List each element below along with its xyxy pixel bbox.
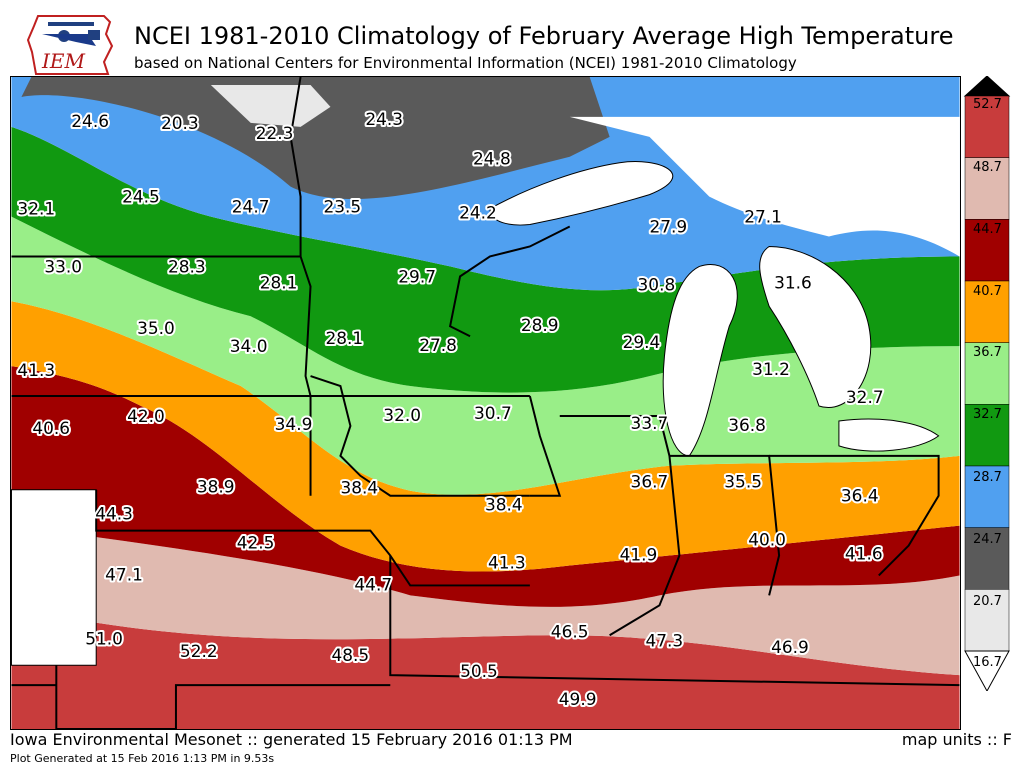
- value-label: 31.2: [752, 359, 790, 379]
- map-title: NCEI 1981-2010 Climatology of February A…: [134, 22, 954, 50]
- colorbar-label-24-7: 24.7: [973, 532, 1002, 547]
- colorbar-segment: [964, 465, 1010, 528]
- colorbar-segment: [964, 95, 1010, 158]
- colorbar-label-32-7: 32.7: [973, 407, 1002, 422]
- value-label: 38.4: [485, 495, 523, 515]
- lake-erie: [838, 418, 940, 452]
- value-label: 47.3: [646, 630, 684, 650]
- value-label: 46.5: [551, 621, 589, 641]
- value-label: 33.0: [44, 256, 82, 276]
- value-label: 29.7: [398, 266, 436, 286]
- value-labels: 24.6 20.3 22.3 24.3 24.8 32.1 24.5 24.7 …: [15, 107, 885, 711]
- value-label: 41.9: [620, 545, 658, 565]
- map-subtitle: based on National Centers for Environmen…: [134, 54, 797, 72]
- value-label: 28.1: [325, 328, 363, 348]
- value-label: 27.9: [649, 217, 687, 237]
- band-20-24: [21, 77, 610, 200]
- plot-note: Plot Generated at 15 Feb 2016 1:13 PM in…: [10, 752, 275, 765]
- colorbar: 52.7 48.7 44.7 40.7 36.7 32.7 28.7 24.7 …: [963, 76, 1011, 691]
- colorbar-label-36-7: 36.7: [973, 345, 1002, 360]
- value-label: 36.4: [841, 486, 879, 506]
- colorbar-segment: [964, 404, 1010, 467]
- value-label: 27.8: [419, 335, 457, 355]
- band-48-52: [11, 605, 960, 729]
- value-label: 32.0: [383, 405, 421, 425]
- value-label: 20.3: [161, 113, 199, 133]
- value-label: 24.6: [71, 111, 109, 131]
- value-label: 32.7: [846, 387, 884, 407]
- value-label: 40.6: [32, 418, 70, 438]
- temperature-map: 24.6 20.3 22.3 24.3 24.8 32.1 24.5 24.7 …: [10, 76, 961, 730]
- colorbar-label-20-7: 20.7: [973, 594, 1002, 609]
- value-label: 44.7: [354, 574, 392, 594]
- colorbar-segment: [964, 280, 1010, 343]
- colorbar-segment: [964, 219, 1010, 282]
- colorbar-segment: [964, 589, 1010, 652]
- value-label: 36.8: [728, 415, 766, 435]
- value-label: 22.3: [256, 123, 294, 143]
- value-label: 50.5: [460, 661, 498, 681]
- footer-generated: Iowa Environmental Mesonet :: generated …: [10, 730, 573, 749]
- value-label: 35.5: [724, 472, 762, 492]
- band-44-48: [11, 525, 960, 676]
- value-label: 40.0: [748, 530, 786, 550]
- value-label: 42.0: [127, 406, 165, 426]
- value-label: 32.1: [17, 199, 55, 219]
- value-label: 52.2: [180, 641, 218, 661]
- band-16-20: [210, 84, 331, 127]
- value-label: 28.3: [168, 256, 206, 276]
- value-label: 33.7: [631, 413, 669, 433]
- lake-superior: [489, 161, 674, 226]
- value-label: 47.1: [105, 564, 143, 584]
- value-label: 35.0: [137, 318, 175, 338]
- value-label: 36.7: [631, 472, 669, 492]
- value-label: 34.0: [230, 336, 268, 356]
- value-label: 34.9: [275, 414, 313, 434]
- colorbar-segments: [964, 95, 1010, 652]
- value-label: 28.1: [260, 272, 298, 292]
- iem-logo: IEM: [26, 15, 114, 75]
- colorbar-label-40-7: 40.7: [973, 284, 1002, 299]
- footer-units: map units :: F: [901, 730, 1012, 749]
- colorbar-segment: [964, 527, 1010, 590]
- value-label: 24.2: [459, 203, 497, 223]
- band-32-36: [11, 216, 960, 495]
- lake-huron: [759, 245, 872, 408]
- colorbar-segment: [964, 157, 1010, 220]
- value-label: 24.7: [232, 197, 270, 217]
- value-label: 41.3: [488, 552, 526, 572]
- value-label: 29.4: [623, 332, 661, 352]
- colorbar-label-52-7: 52.7: [973, 97, 1002, 112]
- value-label: 24.5: [122, 187, 160, 207]
- value-label: 49.9: [559, 689, 597, 709]
- band-36-40: [11, 301, 960, 572]
- value-label: 42.5: [237, 533, 275, 553]
- value-label: 24.3: [365, 109, 403, 129]
- colorbar-label-16-7: 16.7: [973, 655, 1002, 670]
- value-label: 30.7: [474, 403, 512, 423]
- value-label: 44.3: [95, 504, 133, 524]
- value-label: 51.0: [85, 628, 123, 648]
- band-40-44: [11, 366, 960, 607]
- colorbar-label-28-7: 28.7: [973, 470, 1002, 485]
- value-label: 23.5: [323, 197, 361, 217]
- value-label: 31.6: [774, 272, 812, 292]
- value-label: 38.4: [340, 478, 378, 498]
- value-label: 30.8: [638, 274, 676, 294]
- value-label: 38.9: [197, 477, 235, 497]
- value-label: 28.9: [521, 315, 559, 335]
- colorbar-label-44-7: 44.7: [973, 222, 1002, 237]
- logo-text: IEM: [41, 49, 86, 73]
- value-label: 46.9: [771, 637, 809, 657]
- value-label: 48.5: [331, 645, 369, 665]
- canada-north-area: [569, 116, 960, 257]
- state-borders: [11, 77, 960, 729]
- southwest-blank-area: [11, 489, 97, 666]
- value-label: 27.1: [744, 207, 782, 227]
- colorbar-segment: [964, 342, 1010, 405]
- value-label: 41.6: [845, 544, 883, 564]
- colorbar-label-48-7: 48.7: [973, 160, 1002, 175]
- value-label: 41.3: [17, 360, 55, 380]
- value-label: 24.8: [473, 149, 511, 169]
